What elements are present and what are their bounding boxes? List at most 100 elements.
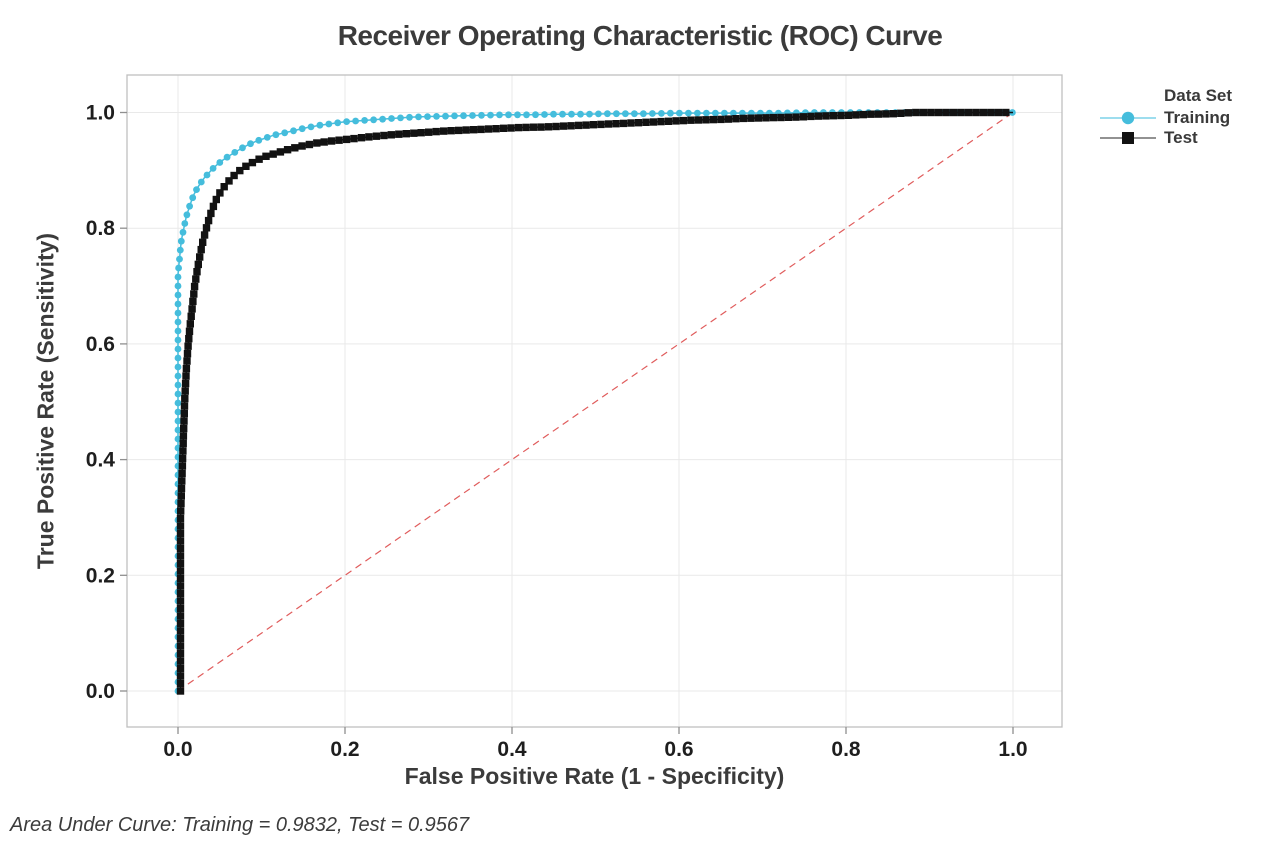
series-test xyxy=(176,108,1013,695)
training-point-marker xyxy=(174,273,182,281)
test-point-marker xyxy=(176,529,185,538)
test-point-marker xyxy=(230,171,238,180)
training-point-marker xyxy=(181,220,189,227)
x-tick-label: 0.8 xyxy=(831,738,861,761)
training-point-marker xyxy=(209,165,217,172)
training-point-marker xyxy=(478,111,485,119)
test-point-marker xyxy=(320,138,328,146)
test-point-marker xyxy=(176,612,185,620)
training-point-marker xyxy=(514,111,521,119)
training-point-marker xyxy=(388,115,395,122)
test-point-marker xyxy=(470,126,478,134)
training-point-marker xyxy=(505,111,512,119)
test-point-marker xyxy=(291,144,299,152)
test-point-marker xyxy=(642,118,650,126)
test-point-marker xyxy=(492,125,500,133)
training-point-marker xyxy=(174,336,182,344)
test-point-marker xyxy=(207,209,215,218)
test-marker-icon xyxy=(1100,132,1156,144)
training-point-marker xyxy=(433,113,440,120)
test-point-marker xyxy=(180,417,188,425)
test-point-marker xyxy=(190,282,199,291)
x-axis-label: False Positive Rate (1 - Specificity) xyxy=(404,763,785,789)
test-point-marker xyxy=(179,439,187,448)
test-point-marker xyxy=(185,327,194,335)
training-point-marker xyxy=(712,109,719,117)
test-point-marker xyxy=(574,121,583,130)
test-point-marker xyxy=(395,130,403,138)
training-point-marker xyxy=(415,113,422,121)
test-point-marker xyxy=(619,119,628,128)
test-point-marker xyxy=(387,131,395,139)
test-point-marker xyxy=(255,155,263,163)
test-point-marker xyxy=(732,115,740,123)
training-point-marker xyxy=(174,417,182,425)
test-point-marker xyxy=(859,110,867,119)
training-point-marker xyxy=(343,118,350,125)
test-point-marker xyxy=(177,507,185,515)
test-point-marker xyxy=(176,589,185,598)
test-point-marker xyxy=(957,108,965,117)
test-point-marker xyxy=(181,387,189,395)
training-point-marker xyxy=(247,140,254,148)
test-point-marker xyxy=(537,123,545,131)
test-point-marker xyxy=(687,116,695,124)
test-point-marker xyxy=(499,124,508,132)
test-point-marker xyxy=(276,148,285,156)
test-point-marker xyxy=(484,125,493,133)
training-point-marker xyxy=(298,125,306,133)
test-point-marker xyxy=(987,108,995,117)
test-point-marker xyxy=(769,113,778,122)
test-point-marker xyxy=(747,114,755,122)
test-point-marker xyxy=(410,129,418,137)
training-point-marker xyxy=(189,194,197,202)
test-point-marker xyxy=(949,108,957,117)
test-point-marker xyxy=(904,109,912,117)
training-point-marker xyxy=(586,110,593,118)
training-point-marker xyxy=(174,354,182,362)
test-point-marker xyxy=(176,687,185,695)
training-point-marker xyxy=(223,153,231,161)
test-point-marker xyxy=(657,117,665,126)
test-point-marker xyxy=(994,108,1002,117)
test-point-marker xyxy=(762,114,770,122)
test-point-marker xyxy=(927,108,935,117)
test-point-marker xyxy=(176,552,185,560)
training-point-marker xyxy=(255,136,263,144)
legend-item-training: Training xyxy=(1100,108,1270,128)
test-point-marker xyxy=(852,111,860,119)
training-point-marker xyxy=(193,186,200,194)
test-point-marker xyxy=(209,202,218,211)
test-point-marker xyxy=(552,122,560,131)
test-point-marker xyxy=(455,126,463,135)
test-point-marker xyxy=(200,231,209,239)
chart-title: Receiver Operating Characteristic (ROC) … xyxy=(337,20,943,51)
test-point-marker xyxy=(919,108,927,117)
test-point-marker xyxy=(582,121,590,129)
test-point-marker xyxy=(874,110,882,118)
test-point-marker xyxy=(544,123,553,131)
test-point-marker xyxy=(176,604,185,613)
training-point-marker xyxy=(216,159,224,166)
diagonal-reference-line xyxy=(177,112,1014,692)
test-point-marker xyxy=(313,139,321,147)
y-tick-label: 0.8 xyxy=(86,217,116,240)
test-point-marker xyxy=(212,195,220,204)
test-point-marker xyxy=(180,424,188,433)
test-point-marker xyxy=(190,290,198,298)
test-point-marker xyxy=(220,183,228,191)
axis-ticks: 0.0 0.2 0.4 0.6 0.8 1.0 0.0 0.2 0.4 0.6 0.8 1.0 xyxy=(86,102,1028,762)
test-point-marker xyxy=(679,116,688,125)
test-point-marker xyxy=(262,152,270,160)
training-point-marker xyxy=(239,144,246,152)
training-point-marker xyxy=(174,282,182,290)
x-tick-label: 0.2 xyxy=(330,738,359,761)
training-point-marker xyxy=(397,114,404,122)
test-point-marker xyxy=(176,664,185,673)
test-point-marker xyxy=(179,447,187,455)
y-tick-label: 1.0 xyxy=(86,102,115,125)
training-point-marker xyxy=(532,111,539,119)
test-point-marker xyxy=(179,432,188,440)
